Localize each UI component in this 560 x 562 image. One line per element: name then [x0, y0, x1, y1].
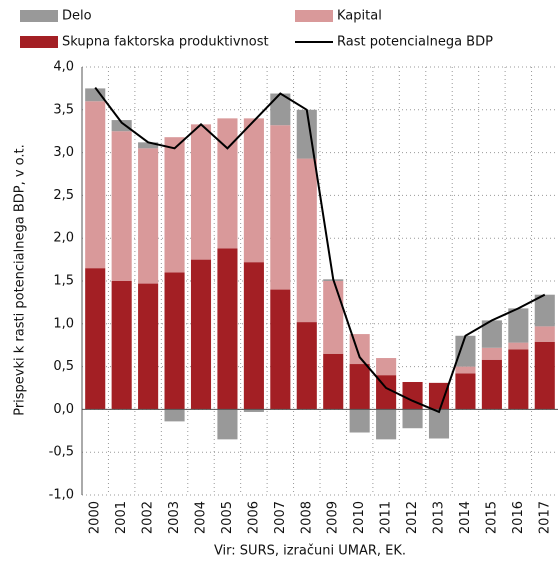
x-tick-label: 2007	[273, 501, 288, 534]
y-tick-label: 1,5	[53, 274, 74, 289]
bar-segment	[270, 289, 291, 410]
x-tick-label: 2012	[405, 501, 420, 534]
bar-segment	[481, 359, 502, 410]
bar-segment	[376, 375, 397, 410]
bar-segment	[323, 281, 344, 354]
legend-swatch	[20, 36, 58, 48]
bar-segment	[243, 118, 264, 263]
x-tick-label: 2014	[458, 501, 473, 534]
y-tick-label: 3,5	[53, 102, 74, 117]
legend-label: Kapital	[337, 9, 382, 24]
x-tick-label: 2013	[432, 501, 447, 534]
bar-segment	[508, 342, 529, 350]
bar-segment	[164, 409, 185, 422]
bar-segment	[534, 294, 555, 327]
bar-segment	[376, 358, 397, 376]
bar-segment	[270, 125, 291, 290]
bar-segment	[217, 409, 238, 440]
x-tick-label: 2006	[246, 501, 261, 534]
legend-label: Skupna faktorska produktivnost	[62, 35, 269, 50]
bar-segment	[217, 118, 238, 249]
y-tick-label: 2,0	[53, 231, 74, 246]
bar-segment	[296, 158, 317, 323]
x-tick-label: 2003	[167, 501, 182, 534]
bar-segment	[190, 124, 212, 260]
y-tick-label: -1,0	[49, 488, 74, 503]
bar-segment	[455, 335, 476, 367]
bar-segment	[376, 409, 397, 440]
bar-segment	[85, 101, 106, 269]
y-axis-title: Prispevki k rasti potencialnega BDP, v o…	[13, 144, 28, 416]
source-note: Vir: SURS, izračuni UMAR, EK.	[214, 544, 406, 559]
bar-segment	[243, 262, 264, 410]
bar-segment	[508, 349, 529, 410]
bar-segment	[402, 409, 423, 429]
bar-segment	[323, 353, 344, 410]
x-tick-label: 2010	[352, 501, 367, 534]
bar-segment	[243, 409, 264, 412]
bar-segment	[455, 366, 476, 374]
bar-segment	[402, 382, 423, 410]
x-tick-label: 2005	[220, 501, 235, 534]
bar-segment	[481, 347, 502, 360]
x-tick-label: 2009	[326, 501, 341, 534]
bar-segment	[217, 248, 238, 410]
x-tick-label: 2004	[194, 501, 209, 534]
y-tick-label: 0,5	[53, 359, 74, 374]
bar-segment	[111, 281, 132, 410]
bar-segment	[349, 409, 370, 433]
x-tick-label: 2017	[537, 501, 552, 534]
x-tick-label: 2008	[299, 501, 314, 534]
line-series	[94, 86, 546, 414]
y-tick-label: 4,0	[53, 60, 74, 75]
bar-segment	[349, 364, 370, 410]
bar-segment	[428, 382, 450, 410]
y-tick-label: -0,5	[49, 445, 74, 460]
y-tick-label: 0,0	[53, 402, 74, 417]
bar-segment	[270, 93, 291, 126]
bar-segment	[534, 341, 555, 410]
legend-label: Rast potencialnega BDP	[337, 35, 493, 50]
bar-segment	[296, 322, 317, 410]
bar-segment	[138, 148, 159, 284]
bar-segment	[85, 88, 106, 102]
bar-segment	[481, 320, 502, 348]
bar-segment	[534, 326, 555, 342]
bar-segment	[190, 259, 212, 410]
bar-segment	[138, 142, 159, 149]
bar-segment	[164, 137, 185, 273]
bar-segment	[428, 409, 450, 439]
x-tick-label: 2011	[379, 501, 394, 534]
bar-segment	[164, 272, 185, 410]
x-tick-label: 2000	[88, 501, 103, 534]
y-tick-label: 1,0	[53, 316, 74, 331]
y-tick-label: 3,0	[53, 145, 74, 160]
x-tick-label: 2015	[484, 501, 499, 534]
x-tick-label: 2016	[511, 501, 526, 534]
x-tick-label: 2001	[114, 501, 129, 534]
legend-swatch	[295, 10, 333, 22]
y-tick-label: 2,5	[53, 188, 74, 203]
bar-segment	[508, 308, 529, 343]
bar-segment	[138, 283, 159, 410]
bar-segment	[111, 120, 132, 132]
legend-swatch	[20, 10, 58, 22]
bar-segment	[455, 373, 476, 410]
legend-label: Delo	[62, 9, 92, 24]
bar-segment	[85, 268, 106, 410]
bar-segment	[111, 131, 132, 281]
x-tick-label: 2002	[141, 501, 156, 534]
